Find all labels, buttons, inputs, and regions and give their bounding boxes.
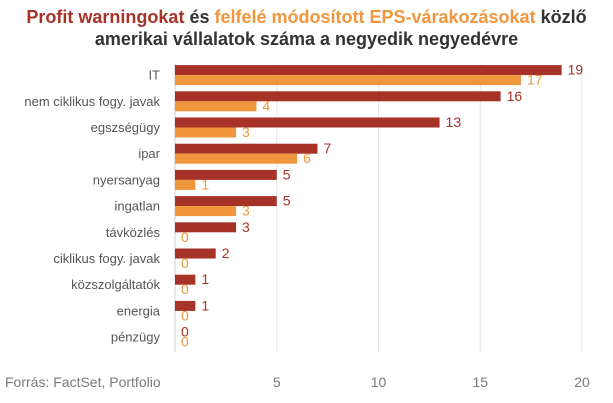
warning-bar (175, 248, 216, 259)
x-tick-label: 15 (472, 374, 488, 390)
warning-value-label: 16 (507, 88, 523, 104)
warning-value-label: 13 (446, 114, 462, 130)
warning-value-label: 5 (283, 193, 291, 209)
warning-bar (175, 300, 196, 311)
warning-bar (175, 91, 501, 102)
eps-value-label: 1 (201, 176, 209, 192)
warning-value-label: 19 (568, 62, 584, 78)
warning-bar (175, 65, 562, 76)
warning-value-label: 3 (242, 219, 250, 235)
category-label: közszolgáltatók (71, 277, 160, 292)
eps-bar (175, 101, 257, 112)
warning-value-label: 1 (201, 271, 209, 287)
warning-value-label: 0 (181, 324, 189, 340)
warning-bar (175, 169, 277, 180)
eps-value-label: 3 (242, 124, 250, 140)
eps-value-label: 0 (181, 255, 189, 271)
warning-value-label: 5 (283, 166, 291, 182)
warning-bar (175, 117, 440, 128)
category-label: nem ciklikus fogy. javak (24, 94, 160, 109)
eps-value-label: 0 (181, 334, 189, 350)
category-label: pénzügy (111, 330, 161, 345)
eps-bar (175, 75, 521, 86)
eps-value-label: 6 (303, 150, 311, 166)
warning-bar (175, 274, 196, 285)
warning-bar (175, 196, 277, 207)
eps-value-label: 0 (181, 281, 189, 297)
category-label: nyersanyag (93, 172, 160, 187)
eps-bar (175, 206, 237, 217)
x-tick-label: 10 (371, 374, 387, 390)
eps-bar (175, 153, 298, 164)
category-label: ipar (138, 146, 160, 161)
title-tail-text: közlő (535, 7, 587, 27)
eps-bar (175, 127, 237, 138)
warning-value-label: 1 (201, 297, 209, 313)
category-label: IT (148, 68, 160, 83)
eps-value-label: 0 (181, 229, 189, 245)
title-warnings-text: Profit warningokat (26, 7, 185, 27)
chart-title-line2: amerikai vállalatok száma a negyedik neg… (94, 29, 519, 49)
category-label: távközlés (106, 225, 161, 240)
eps-value-label: 17 (527, 72, 543, 88)
category-label: energia (117, 303, 161, 318)
eps-value-label: 4 (262, 98, 270, 114)
eps-value-label: 0 (181, 307, 189, 323)
warning-value-label: 7 (323, 140, 331, 156)
title-eps-text: felfelé módosított EPS-várakozásokat (214, 7, 536, 27)
category-label: egszségügy (91, 120, 161, 135)
title-and-text: és (184, 7, 215, 27)
category-label: ciklikus fogy. javak (53, 251, 160, 266)
x-tick-label: 20 (574, 374, 590, 390)
eps-value-label: 3 (242, 203, 250, 219)
category-label: ingatlan (114, 199, 160, 214)
source-note: Forrás: FactSet, Portfolio (5, 374, 161, 390)
warning-bar (175, 143, 318, 154)
x-tick-label: 5 (273, 374, 281, 390)
chart-title-line1: Profit warningokat és felfelé módosított… (0, 6, 613, 28)
eps-bar (175, 179, 196, 190)
warning-value-label: 2 (222, 245, 230, 261)
warning-bar (175, 222, 237, 233)
chart-title: Profit warningokat és felfelé módosított… (0, 6, 613, 50)
